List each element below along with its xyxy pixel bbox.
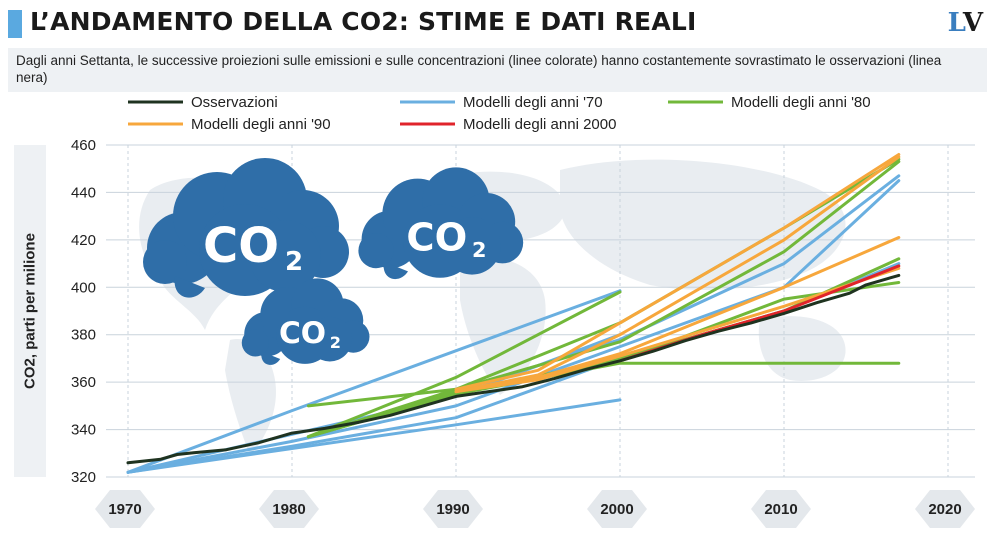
x-tick-label: 1970 <box>108 501 141 518</box>
y-tick-label: 320 <box>71 469 96 486</box>
x-tick-label: 1990 <box>436 501 469 518</box>
brand-logo[interactable]: LV <box>948 8 983 38</box>
chart-subtitle: Dagli anni Settanta, le successive proie… <box>16 53 942 85</box>
x-tick-hexagon <box>259 490 319 528</box>
x-tick-hexagon <box>751 490 811 528</box>
cloud-co-text: CO <box>279 316 326 351</box>
x-tick-hexagon <box>587 490 647 528</box>
cloud-subscript: 2 <box>285 247 303 277</box>
series-line-models70 <box>126 398 622 474</box>
cloud-puff <box>443 217 501 275</box>
cloud-puff <box>307 316 353 362</box>
series-line-models70 <box>126 289 622 474</box>
x-tick-hexagon <box>423 490 483 528</box>
legend-label-models80: Modelli degli anni '80 <box>731 94 871 111</box>
co2-cloud-small: CO 2 <box>241 278 370 365</box>
title-bar: L’ANDAMENTO DELLA CO2: STIME E DATI REAL… <box>0 0 993 48</box>
cloud-puff <box>241 329 270 357</box>
y-tick-label: 360 <box>71 374 96 391</box>
legend-label-models70: Modelli degli anni '70 <box>463 94 603 111</box>
cloud-co-text: CO <box>406 216 467 261</box>
y-tick-label: 460 <box>71 137 96 154</box>
x-tick-hexagon <box>915 490 975 528</box>
series-line-models90 <box>454 236 901 394</box>
subtitle-box: Dagli anni Settanta, le successive proie… <box>8 48 987 92</box>
x-tick-label: 2000 <box>600 501 633 518</box>
co2-cloud-large: CO 2 <box>143 158 349 298</box>
logo-letter-l: L <box>947 8 963 38</box>
series-line-models80 <box>306 290 622 439</box>
x-tick-label: 2020 <box>928 501 961 518</box>
x-axis-hexagons <box>95 490 975 528</box>
cloud-subscript: 2 <box>330 333 341 352</box>
co2-cloud-medium: CO 2 <box>358 167 524 280</box>
series-line-models90 <box>454 155 901 394</box>
series-line-observations <box>126 273 901 465</box>
cloud-puff <box>143 240 187 284</box>
chart-legend: Osservazioni Modelli degli anni '70 Modell… <box>128 94 871 133</box>
logo-letter-v: V <box>962 8 983 38</box>
series-line-models90 <box>454 266 901 394</box>
legend-label-models90: Modelli degli anni '90 <box>191 116 331 133</box>
legend-label-models2000: Modelli degli anni 2000 <box>463 116 616 133</box>
series-line-models80 <box>306 160 901 408</box>
data-series <box>126 153 901 474</box>
y-axis-label-box <box>14 145 46 477</box>
y-tick-label: 340 <box>71 422 96 439</box>
y-tick-label: 400 <box>71 279 96 296</box>
y-axis-ticks: 320 340 360 380 400 420 440 460 <box>71 137 96 486</box>
co2-clouds: CO 2CO 2CO 2 <box>143 158 524 365</box>
x-tick-hexagon <box>95 490 155 528</box>
x-axis-ticks: 1970 1980 1990 2000 2010 2020 <box>108 501 961 518</box>
cloud-tail <box>383 261 408 280</box>
cloud-co-text: CO <box>203 218 279 274</box>
x-tick-label: 1980 <box>272 501 305 518</box>
cloud-subscript: 2 <box>472 238 486 262</box>
cloud-tail <box>174 276 205 298</box>
continent-shape <box>225 339 276 455</box>
cloud-tail <box>261 351 281 365</box>
legend-label-observations: Osservazioni <box>191 94 278 111</box>
y-tick-label: 380 <box>71 327 96 344</box>
cloud-puff <box>358 233 394 269</box>
title-accent-bar <box>8 10 22 38</box>
series-line-models90 <box>454 153 901 391</box>
cloud-puff <box>249 220 321 292</box>
y-tick-label: 440 <box>71 184 96 201</box>
continent-shape <box>758 316 846 381</box>
y-tick-label: 420 <box>71 232 96 249</box>
chart-title: L’ANDAMENTO DELLA CO2: STIME E DATI REAL… <box>30 7 697 36</box>
x-tick-label: 2010 <box>764 501 797 518</box>
